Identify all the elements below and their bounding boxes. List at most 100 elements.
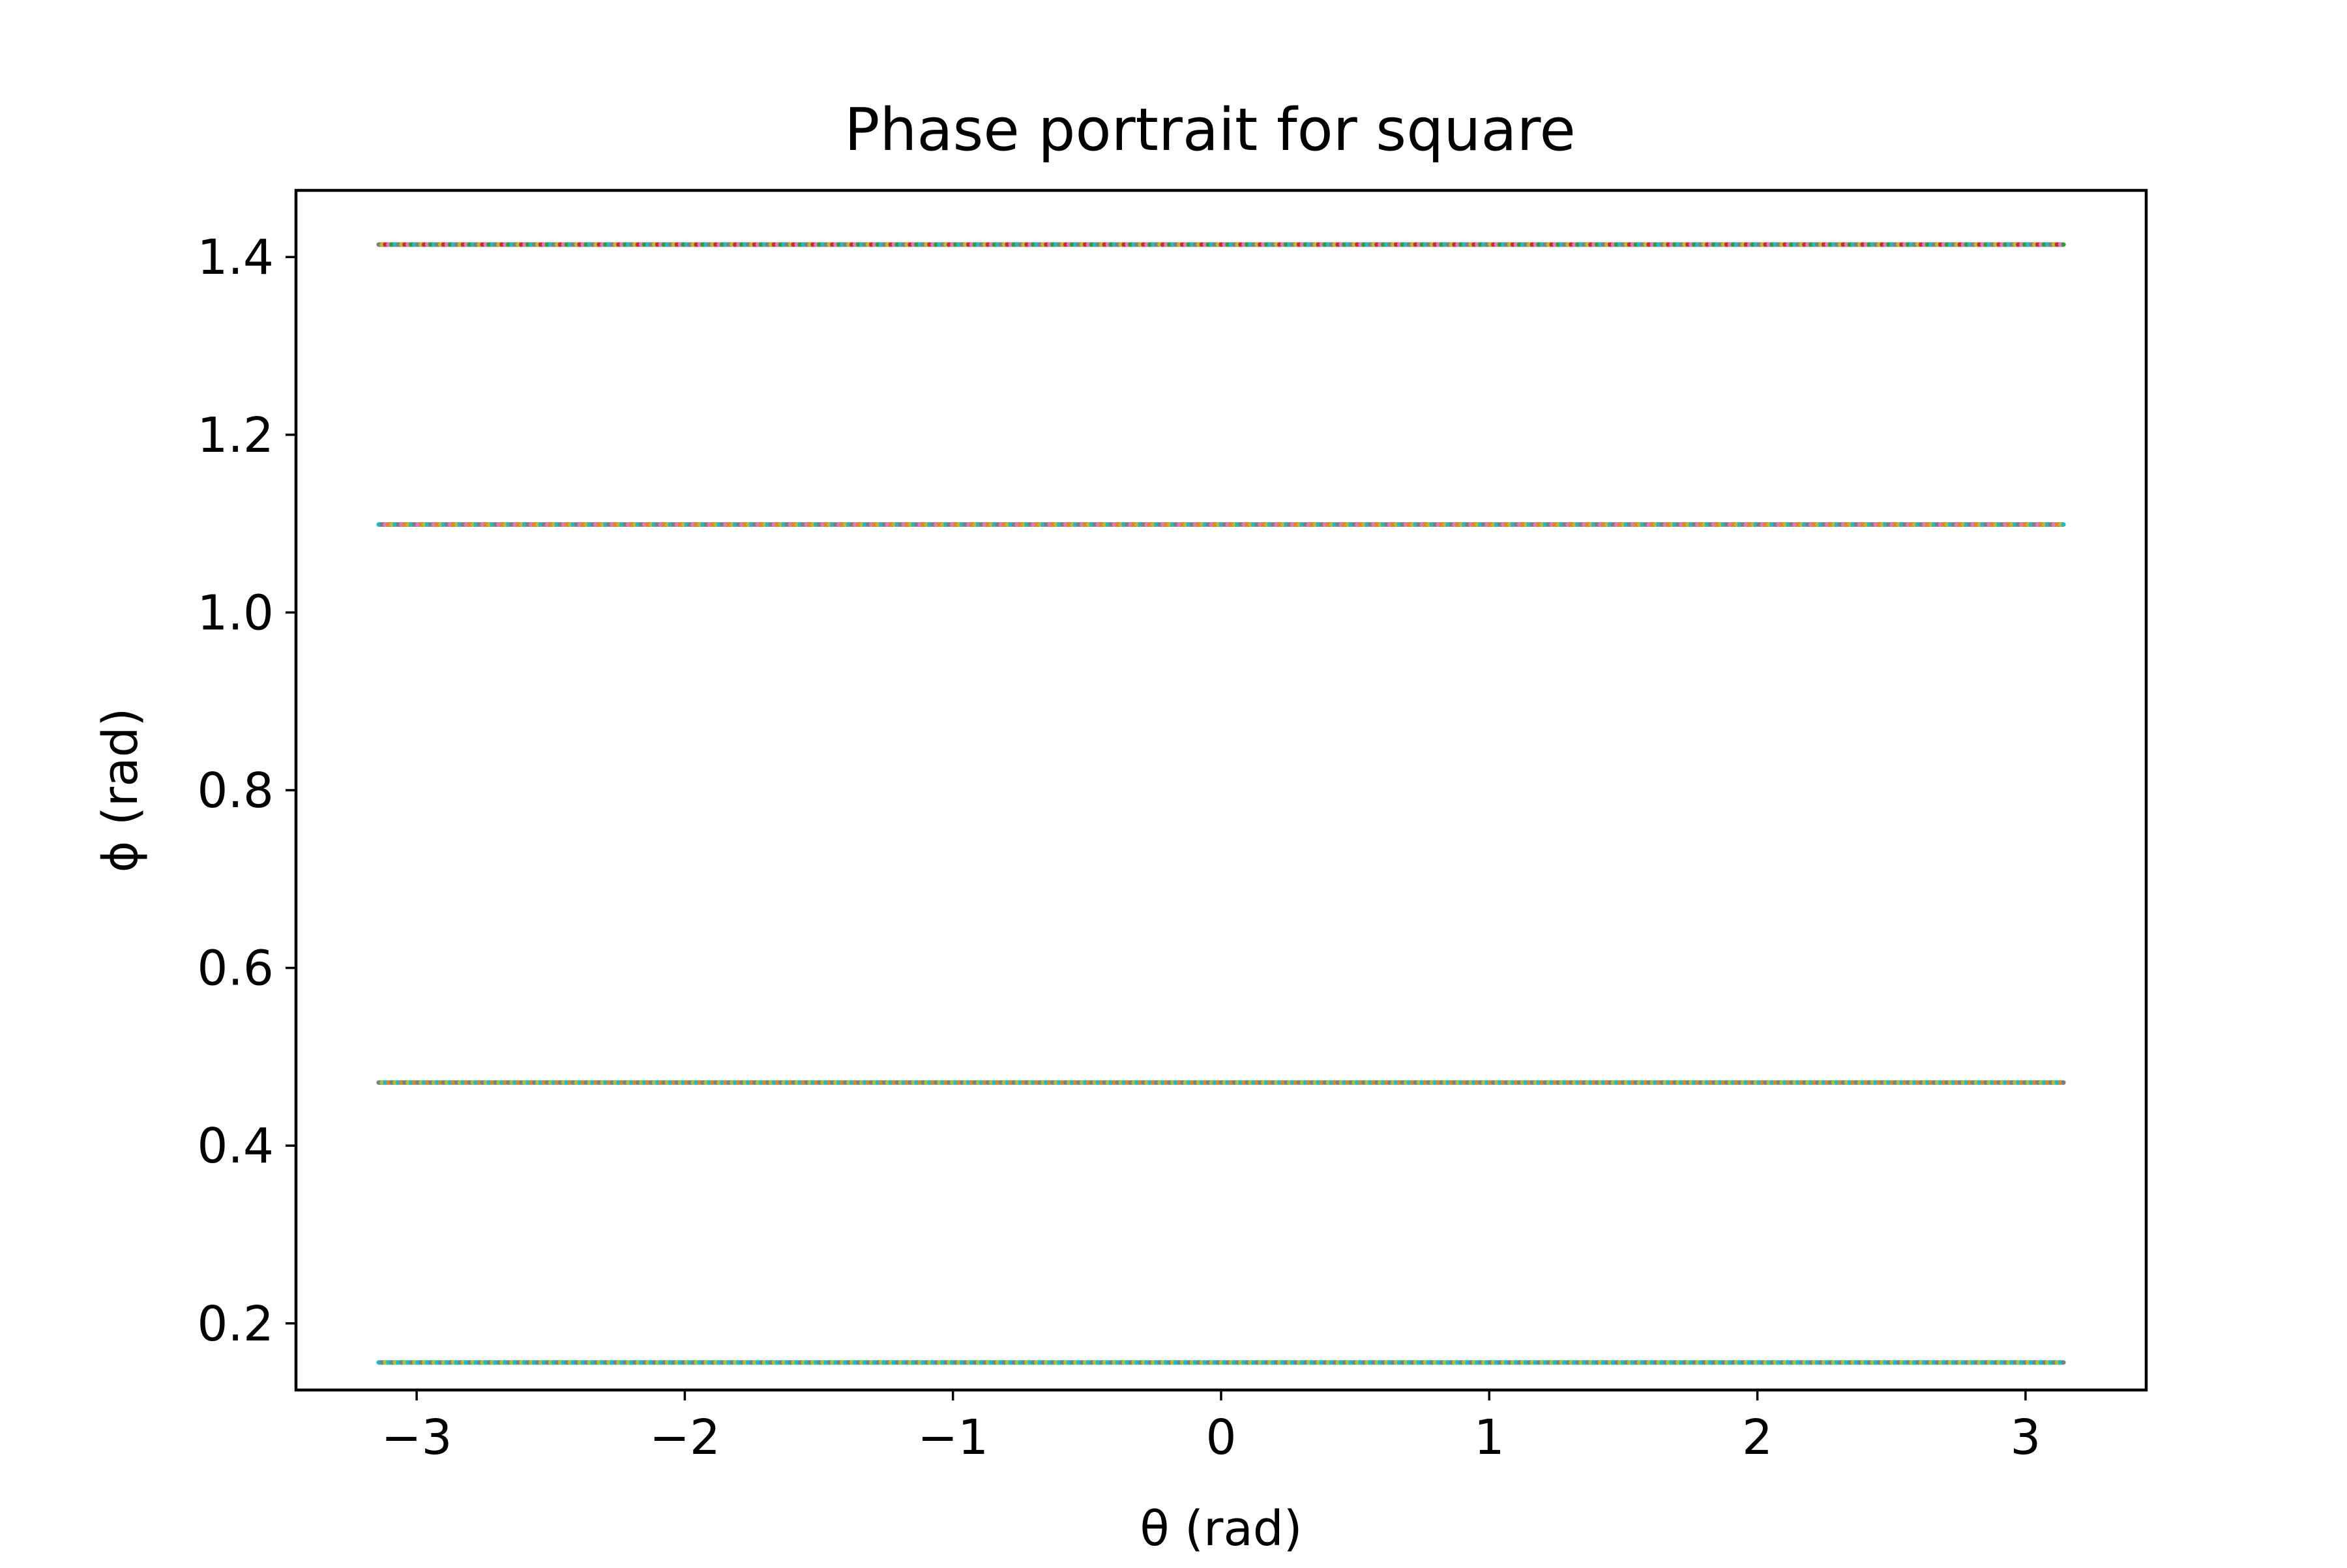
data-point — [846, 242, 851, 247]
data-point — [1876, 242, 1882, 247]
data-point — [810, 1360, 816, 1365]
data-point — [1027, 1360, 1033, 1365]
data-point — [1636, 1360, 1642, 1365]
data-point — [1565, 1360, 1571, 1365]
data-point — [1222, 522, 1227, 527]
data-point — [1371, 1080, 1376, 1085]
data-point — [664, 1080, 670, 1085]
data-point — [778, 1360, 783, 1365]
data-point — [1702, 1080, 1706, 1085]
data-point — [480, 242, 485, 247]
data-point — [1760, 1080, 1765, 1085]
data-point — [1218, 1080, 1224, 1085]
data-point — [1112, 242, 1117, 247]
data-point — [677, 242, 683, 247]
data-point — [1189, 1080, 1194, 1085]
data-point — [1967, 242, 1972, 247]
data-point — [1092, 1360, 1097, 1365]
data-point — [1740, 522, 1745, 527]
data-point — [736, 1080, 741, 1085]
data-point — [1458, 1360, 1464, 1365]
data-point — [1724, 1360, 1729, 1365]
data-point — [632, 1360, 637, 1365]
data-point — [1261, 1360, 1265, 1365]
data-point — [1180, 1360, 1185, 1365]
data-point — [1880, 1360, 1885, 1365]
data-point — [554, 242, 559, 247]
data-point — [1131, 242, 1136, 247]
data-point — [1672, 1080, 1677, 1085]
data-point — [1556, 1360, 1561, 1365]
data-point — [746, 1360, 750, 1365]
data-point — [888, 242, 893, 247]
data-point — [1552, 522, 1557, 527]
data-point — [950, 522, 954, 527]
data-point — [771, 522, 776, 527]
data-point — [655, 522, 660, 527]
data-point — [940, 1080, 945, 1085]
data-point — [1358, 242, 1363, 247]
data-point — [908, 1360, 913, 1365]
data-point — [661, 522, 666, 527]
data-point — [1886, 1080, 1891, 1085]
data-point — [1569, 1360, 1574, 1365]
data-point — [1419, 1080, 1424, 1085]
data-point — [1529, 242, 1535, 247]
data-point — [716, 522, 722, 527]
data-point — [1351, 1360, 1357, 1365]
data-point — [1082, 242, 1087, 247]
data-point — [437, 1080, 443, 1085]
data-point — [1533, 1360, 1538, 1365]
data-point — [820, 522, 825, 527]
data-point — [881, 1080, 887, 1085]
data-point — [480, 1360, 485, 1365]
data-point — [684, 1360, 689, 1365]
data-point — [1863, 522, 1868, 527]
data-point — [1108, 242, 1114, 247]
data-point — [603, 522, 608, 527]
data-point — [1944, 522, 1949, 527]
data-point — [1018, 522, 1023, 527]
data-point — [1617, 1360, 1622, 1365]
data-point — [849, 1080, 854, 1085]
data-point — [529, 1360, 533, 1365]
data-point — [1831, 1360, 1836, 1365]
data-point — [1799, 522, 1804, 527]
data-point — [1919, 1080, 1923, 1085]
data-point — [1501, 522, 1505, 527]
data-point — [1734, 1360, 1739, 1365]
data-point — [1338, 1360, 1344, 1365]
data-point — [1802, 522, 1807, 527]
data-point — [1827, 1360, 1833, 1365]
data-point — [1633, 522, 1638, 527]
data-point — [1853, 1080, 1859, 1085]
data-point — [1883, 522, 1888, 527]
data-point — [1766, 242, 1771, 247]
data-point — [1355, 242, 1360, 247]
data-point — [2041, 1080, 2046, 1085]
data-point — [1873, 1080, 1878, 1085]
data-point — [1685, 1080, 1690, 1085]
data-point — [1167, 522, 1172, 527]
data-point — [668, 1080, 673, 1085]
data-point — [730, 522, 734, 527]
data-point — [1222, 1360, 1227, 1365]
data-point — [956, 1080, 961, 1085]
data-point — [454, 242, 459, 247]
data-point — [529, 242, 533, 247]
data-point — [1381, 522, 1385, 527]
data-point — [593, 1360, 598, 1365]
data-point — [538, 522, 543, 527]
data-point — [639, 522, 643, 527]
data-point — [483, 242, 488, 247]
data-point — [406, 1360, 410, 1365]
data-point — [1834, 522, 1839, 527]
data-point — [833, 522, 838, 527]
data-point — [1620, 1360, 1625, 1365]
data-point — [516, 1080, 520, 1085]
data-point — [677, 522, 683, 527]
data-point — [603, 1080, 608, 1085]
data-point — [1325, 1360, 1331, 1365]
data-point — [1840, 1080, 1846, 1085]
